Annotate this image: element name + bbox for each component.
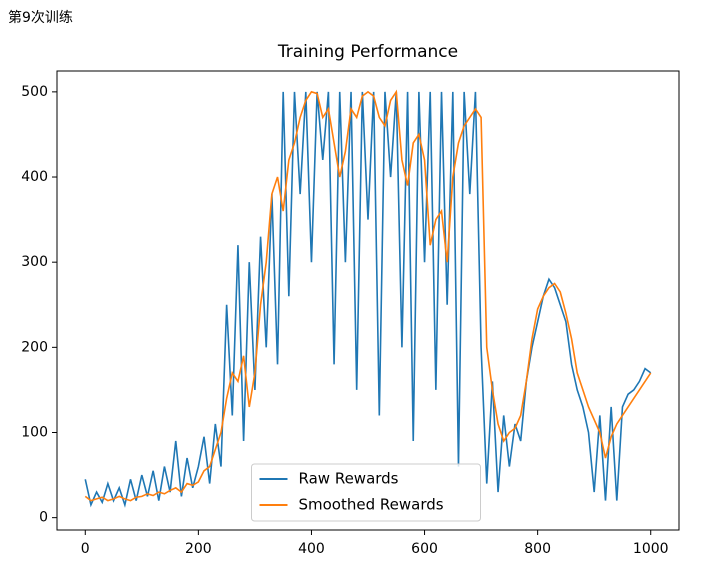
chart-title: Training Performance — [277, 42, 458, 62]
x-tick-label: 800 — [524, 541, 551, 557]
series-line — [84, 89, 652, 502]
x-tick-label: 400 — [298, 541, 325, 557]
plot-frame — [56, 70, 680, 531]
series-line — [84, 91, 652, 508]
y-tick-label: 100 — [21, 424, 48, 440]
y-tick-label: 500 — [21, 84, 48, 100]
legend-label: Smoothed Rewards — [299, 496, 444, 514]
y-tick-label: 0 — [39, 510, 48, 526]
x-tick-label: 200 — [185, 541, 212, 557]
x-tick-label: 0 — [81, 541, 90, 557]
y-tick-label: 300 — [21, 254, 48, 270]
x-tick-label: 1000 — [633, 541, 669, 557]
y-tick-label: 400 — [21, 169, 48, 185]
y-tick-label: 200 — [21, 339, 48, 355]
legend-label: Raw Rewards — [299, 470, 399, 488]
caption: 第9次训练 — [8, 9, 73, 26]
x-tick-label: 600 — [411, 541, 438, 557]
legend-box — [251, 463, 481, 522]
